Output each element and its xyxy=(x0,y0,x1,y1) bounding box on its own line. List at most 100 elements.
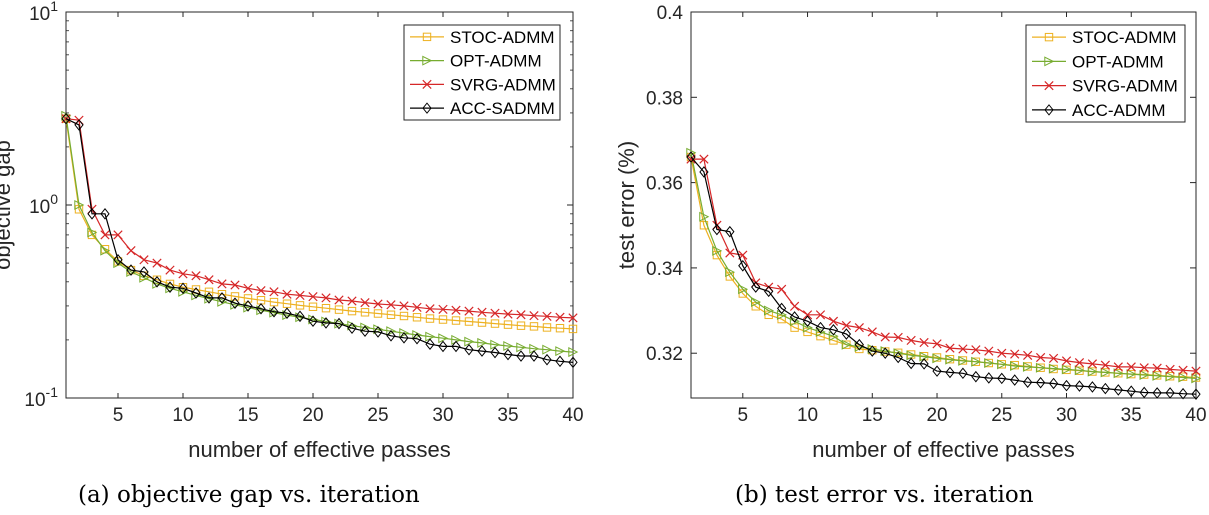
marker-triangle xyxy=(997,359,1008,370)
x-tick-label: 20 xyxy=(302,405,323,426)
marker-x xyxy=(178,269,188,279)
legend: STOC-ADMM OPT-ADMM SVRG-ADMM ACC-SADMM xyxy=(403,24,561,121)
x-tick-label: 35 xyxy=(497,405,518,426)
marker-diamond xyxy=(686,151,696,163)
series-line xyxy=(690,156,1197,395)
marker-diamond xyxy=(867,345,877,357)
marker-diamond xyxy=(712,223,722,236)
marker-square xyxy=(542,323,552,332)
marker-diamond xyxy=(542,353,552,366)
marker-square xyxy=(425,314,435,323)
marker-diamond xyxy=(269,305,279,318)
marker-triangle xyxy=(893,348,904,359)
marker-square xyxy=(399,311,409,321)
marker-triangle xyxy=(984,358,995,369)
y-axis-label: test error (%) xyxy=(614,141,639,269)
x-tick-label: 10 xyxy=(797,405,818,426)
marker-x xyxy=(867,327,877,337)
marker-diamond xyxy=(751,281,761,293)
marker-diamond xyxy=(113,254,123,266)
legend-label: SVRG-ADMM xyxy=(1072,77,1178,96)
marker-triangle xyxy=(555,346,566,357)
x-tick-label: 10 xyxy=(172,405,193,426)
marker-square xyxy=(568,324,578,334)
marker-square xyxy=(347,306,357,316)
marker-diamond xyxy=(139,266,149,278)
series-svrg-admm xyxy=(686,154,1201,376)
marker-diamond xyxy=(399,332,409,344)
marker-diamond xyxy=(165,281,175,294)
marker-square xyxy=(490,319,500,328)
marker-diamond xyxy=(256,302,266,315)
x-tick-label: 40 xyxy=(1185,405,1206,426)
marker-diamond xyxy=(1113,384,1123,396)
marker-diamond xyxy=(178,282,188,295)
marker-triangle xyxy=(1035,362,1046,373)
marker-diamond xyxy=(100,208,110,220)
marker-triangle xyxy=(712,245,723,256)
marker-x xyxy=(893,332,903,343)
marker-triangle xyxy=(516,342,527,353)
marker-x xyxy=(1048,353,1059,363)
marker-x xyxy=(490,308,500,318)
marker-triangle xyxy=(503,340,514,351)
marker-triangle xyxy=(269,307,280,318)
marker-diamond xyxy=(425,338,435,351)
marker-triangle xyxy=(438,333,449,344)
marker-x xyxy=(699,154,709,164)
x-tick-label: 25 xyxy=(367,405,388,426)
marker-x xyxy=(880,332,890,342)
x-axis-label: number of effective passes xyxy=(812,437,1075,462)
marker-square xyxy=(1044,32,1054,42)
marker-diamond xyxy=(1152,387,1162,399)
marker-square xyxy=(464,317,474,326)
marker-x xyxy=(1191,366,1201,376)
marker-x xyxy=(1165,364,1175,375)
marker-diamond xyxy=(568,356,578,369)
marker-square xyxy=(790,323,799,332)
legend-label: ACC-SADMM xyxy=(450,99,555,118)
marker-x xyxy=(1178,365,1188,375)
series-acc-admm xyxy=(686,151,1201,400)
caption-b: (b) test error vs. iteration xyxy=(735,482,1034,508)
marker-triangle xyxy=(1061,364,1072,375)
marker-diamond xyxy=(451,340,461,353)
marker-x xyxy=(1023,350,1033,360)
x-tick-label: 15 xyxy=(862,405,883,426)
marker-triangle xyxy=(1178,372,1189,383)
x-tick-label: 40 xyxy=(562,405,583,426)
marker-x xyxy=(1074,357,1085,368)
marker-triangle xyxy=(464,336,475,347)
marker-x xyxy=(1100,360,1110,370)
marker-diamond xyxy=(1126,385,1136,397)
marker-x xyxy=(438,304,448,314)
y-axis-label: objective gap xyxy=(0,140,15,270)
marker-diamond xyxy=(945,366,955,379)
marker-triangle xyxy=(1010,361,1021,372)
x-tick-label: 20 xyxy=(926,405,947,426)
marker-x xyxy=(113,230,123,240)
series-line xyxy=(65,118,574,363)
marker-x xyxy=(191,271,201,281)
marker-triangle xyxy=(1113,368,1124,379)
marker-x xyxy=(1061,356,1072,366)
marker-diamond xyxy=(282,307,292,320)
marker-x xyxy=(256,286,266,296)
x-axis-label: number of effective passes xyxy=(188,437,451,462)
marker-triangle xyxy=(321,316,332,327)
marker-triangle xyxy=(763,305,775,316)
series-opt-admm xyxy=(686,147,1202,384)
marker-triangle xyxy=(725,267,736,278)
panel-b-test-error: 5 10 15 20 25 30 35 40 0.32 0.34 0.36 0.38 0.4 number… xyxy=(614,3,1207,462)
x-tick-label: 25 xyxy=(991,405,1012,426)
marker-x xyxy=(217,279,227,289)
marker-x xyxy=(542,311,552,321)
marker-triangle xyxy=(422,55,433,66)
marker-square xyxy=(321,303,331,313)
marker-x xyxy=(984,346,994,356)
marker-diamond xyxy=(971,370,981,383)
legend-label: ACC-ADMM xyxy=(1072,101,1166,120)
marker-diamond xyxy=(1165,387,1175,399)
marker-triangle xyxy=(906,350,917,361)
